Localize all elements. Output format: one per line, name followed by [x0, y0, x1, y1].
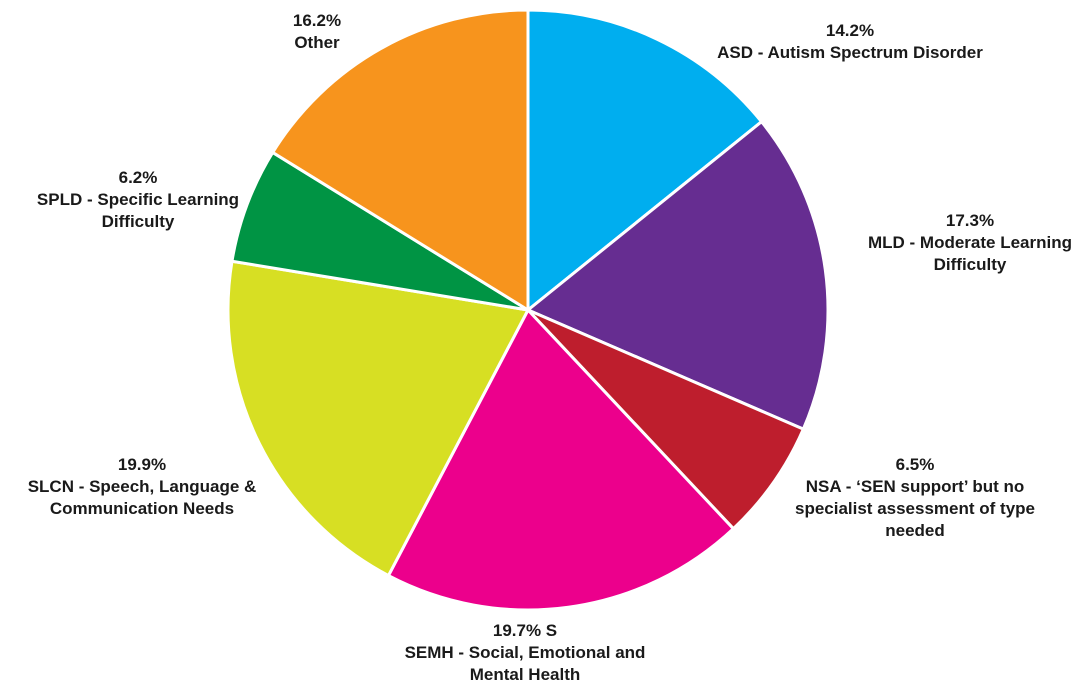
slice-percent-6: 16.2%: [293, 11, 341, 30]
slice-category-line-5-1: Difficulty: [102, 212, 175, 231]
slice-category-line-5-0: SPLD - Specific Learning: [37, 190, 239, 209]
slice-category-line-1-1: Difficulty: [934, 255, 1007, 274]
slice-label-6: 16.2% Other: [293, 11, 341, 52]
slice-category-line-4-0: SLCN - Speech, Language &: [28, 477, 257, 496]
slice-category-line-6-0: Other: [294, 33, 340, 52]
slice-labels: 14.2% ASD - Autism Spectrum Disorder 17.3%…: [28, 11, 1072, 684]
pie-slice-6: [271, 8, 530, 312]
slice-category-line-1-0: MLD - Moderate Learning: [868, 233, 1072, 252]
slice-percent-3: 19.7% S: [493, 621, 557, 640]
pie-slices: [226, 8, 830, 612]
slice-category-line-0-0: ASD - Autism Spectrum Disorder: [717, 43, 983, 62]
slice-category-line-3-0: SEMH - Social, Emotional and: [405, 643, 646, 662]
pie-slice-2: [526, 308, 805, 531]
slice-label-1: 17.3% MLD - Moderate Learning Difficulty: [868, 211, 1072, 274]
pie-slice-0: [526, 8, 764, 312]
slice-label-4: 19.9% SLCN - Speech, Language & Communicat…: [28, 455, 257, 518]
slice-label-0: 14.2% ASD - Autism Spectrum Disorder: [717, 21, 983, 62]
slice-percent-2: 6.5%: [896, 455, 935, 474]
pie-slice-5: [230, 150, 530, 312]
slice-label-3: 19.7% S SEMH - Social, Emotional and Menta…: [405, 621, 646, 684]
slice-percent-4: 19.9%: [118, 455, 166, 474]
pie-slice-4: [226, 259, 530, 578]
slice-label-5: 6.2% SPLD - Specific Learning Difficulty: [37, 168, 239, 231]
slice-percent-1: 17.3%: [946, 211, 994, 230]
slice-category-line-2-0: NSA - ‘SEN support’ but no: [806, 477, 1024, 496]
slice-label-2: 6.5% NSA - ‘SEN support’ but no specialist…: [795, 455, 1035, 540]
slice-category-line-2-1: specialist assessment of type: [795, 499, 1035, 518]
slice-category-line-2-2: needed: [885, 521, 945, 540]
slice-percent-5: 6.2%: [119, 168, 158, 187]
slice-category-line-4-1: Communication Needs: [50, 499, 234, 518]
slice-category-line-3-1: Mental Health: [470, 665, 581, 684]
pie-slice-3: [386, 308, 735, 612]
slice-percent-0: 14.2%: [826, 21, 874, 40]
pie-slice-1: [526, 120, 830, 431]
